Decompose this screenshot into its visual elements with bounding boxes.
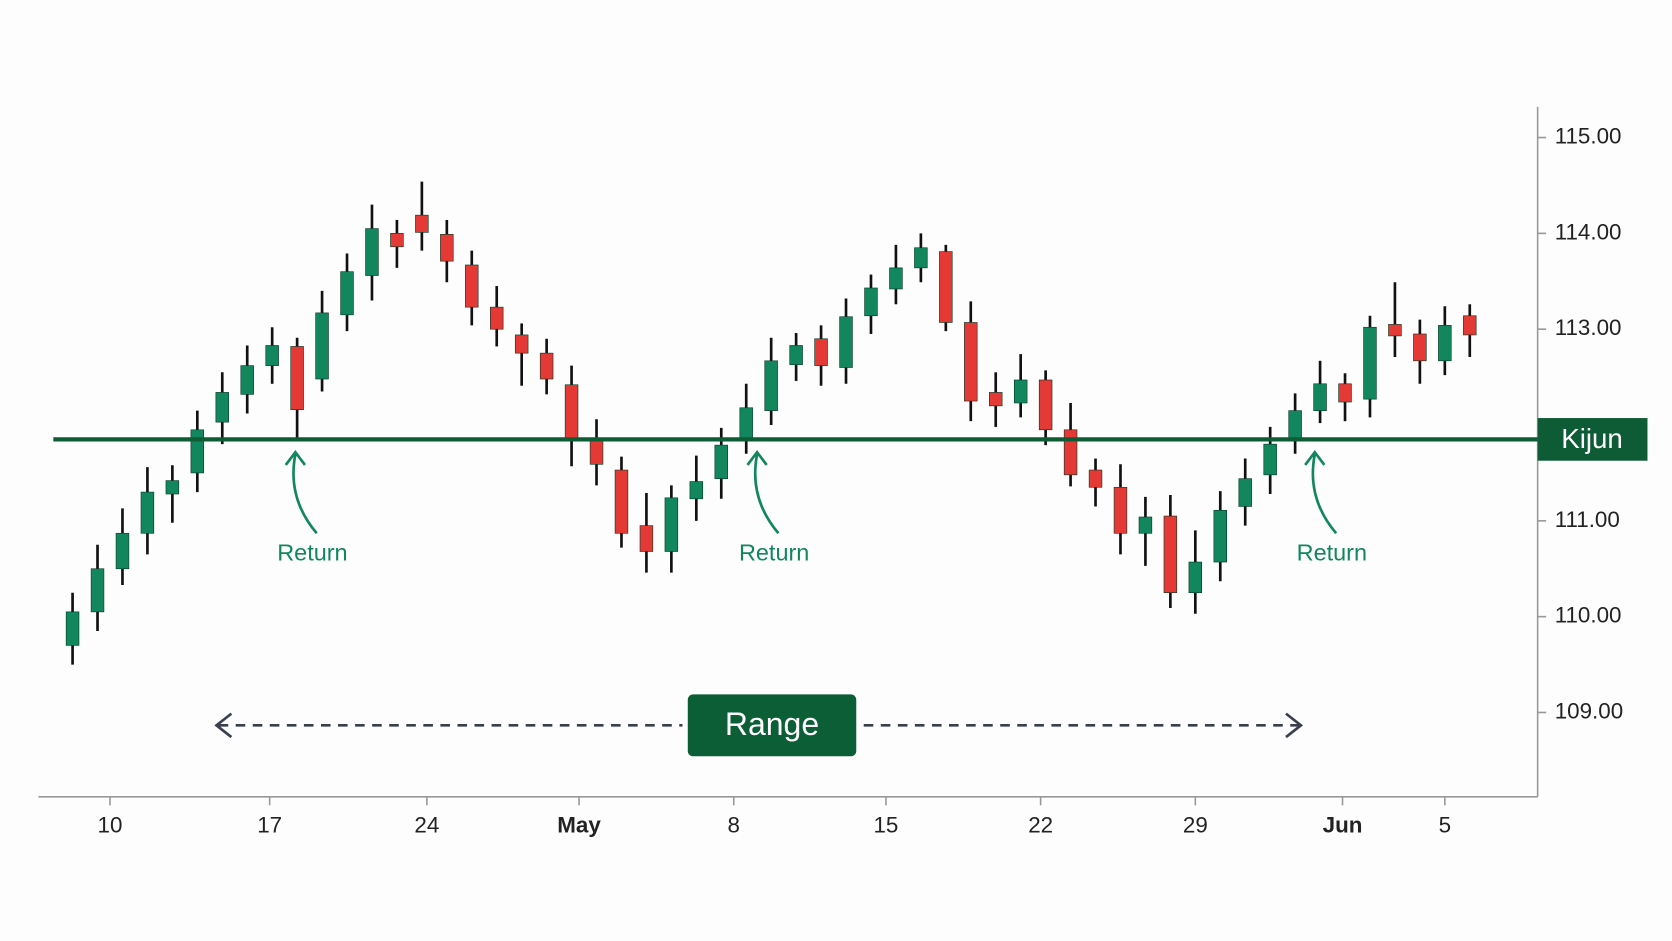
x-tick-label: 8 <box>728 813 740 838</box>
candle-body <box>140 491 155 534</box>
candle-body <box>889 267 903 290</box>
x-tick-label: 5 <box>1439 813 1451 838</box>
candle-body <box>764 360 778 411</box>
return-arrow <box>1311 454 1338 535</box>
candle-body <box>415 214 429 233</box>
candle-body <box>1163 515 1178 594</box>
range-box <box>687 694 857 757</box>
candle-body <box>689 481 704 500</box>
candle-body <box>939 251 953 323</box>
candle-body <box>1263 443 1277 476</box>
candle-body <box>1213 509 1227 563</box>
candle-body <box>639 525 654 552</box>
kijun-label: Kijun <box>1561 423 1623 454</box>
x-tick-label: May <box>557 813 601 838</box>
candle-body <box>365 228 379 276</box>
candle-body <box>1338 383 1352 403</box>
candle-body <box>215 392 229 423</box>
candle-body <box>714 444 728 479</box>
range-marker: Range <box>214 694 1304 757</box>
candle-body <box>1288 410 1302 440</box>
candle-body <box>390 233 404 248</box>
candle-body <box>490 306 504 330</box>
candle-body <box>1313 383 1327 411</box>
y-tick-label: 114.00 <box>1555 219 1622 244</box>
y-tick-label: 111.00 <box>1555 507 1620 532</box>
candle-body <box>614 469 629 534</box>
candle-body <box>1463 315 1477 336</box>
candle-body <box>290 346 304 410</box>
candle-body <box>1088 469 1103 488</box>
candle-body <box>340 271 354 316</box>
candle-body <box>1388 324 1402 337</box>
y-tick-label: 113.00 <box>1555 315 1622 340</box>
candle-body <box>165 480 180 495</box>
candle-body <box>739 407 753 440</box>
candle-body <box>539 352 554 380</box>
x-tick-label: 17 <box>257 813 282 838</box>
candle-body <box>440 234 454 262</box>
candle-body <box>989 392 1003 407</box>
candle-body <box>1413 333 1427 362</box>
return-label: Return <box>1297 540 1367 566</box>
x-tick-label: 22 <box>1028 813 1053 838</box>
candle-body <box>964 322 978 402</box>
candle-body <box>664 497 679 552</box>
candle-body <box>1438 325 1452 362</box>
candle-body <box>65 611 80 646</box>
x-tick-label: 29 <box>1183 813 1208 838</box>
candle-body <box>564 384 579 440</box>
kijun-label-box <box>1537 418 1648 461</box>
return-label: Return <box>277 540 347 566</box>
range-label: Range <box>725 706 819 742</box>
y-tick-label: 115.00 <box>1555 123 1622 148</box>
return-label: Return <box>739 540 809 566</box>
candle-body <box>1113 486 1128 534</box>
candle-body <box>190 429 205 474</box>
return-arrow <box>753 454 780 535</box>
candle-body <box>465 264 479 308</box>
candle-body <box>1138 516 1153 534</box>
candle-body <box>914 247 928 269</box>
x-tick-label: 24 <box>414 813 439 838</box>
candle-body <box>1188 561 1203 594</box>
candle-body <box>1238 478 1252 507</box>
return-arrow <box>292 454 318 535</box>
candle-body <box>1013 379 1028 404</box>
range-arrow-left <box>214 712 233 739</box>
candle-body <box>1038 379 1053 431</box>
return-arrowhead <box>284 449 307 466</box>
candle-body <box>789 345 803 365</box>
y-tick-label: 110.00 <box>1555 603 1622 628</box>
candle-body <box>265 345 279 366</box>
candle-body <box>514 334 529 354</box>
candle-body <box>589 440 604 465</box>
x-tick-label: 15 <box>873 813 898 838</box>
candle-body <box>1063 429 1078 476</box>
range-arrow-right <box>1285 712 1304 739</box>
candle-body <box>90 568 105 613</box>
x-tick-label: Jun <box>1323 813 1363 838</box>
candle-body <box>864 287 878 317</box>
y-tick-label: 109.00 <box>1555 698 1623 723</box>
candle-body <box>814 338 828 366</box>
candle-body <box>839 316 853 368</box>
candle-body <box>1363 326 1377 400</box>
x-tick-label: 10 <box>98 813 123 838</box>
candle-body <box>315 312 329 380</box>
return-arrowhead <box>746 449 768 466</box>
candle-body <box>240 365 254 395</box>
candle-body <box>115 532 130 570</box>
return-arrowhead <box>1304 449 1326 466</box>
